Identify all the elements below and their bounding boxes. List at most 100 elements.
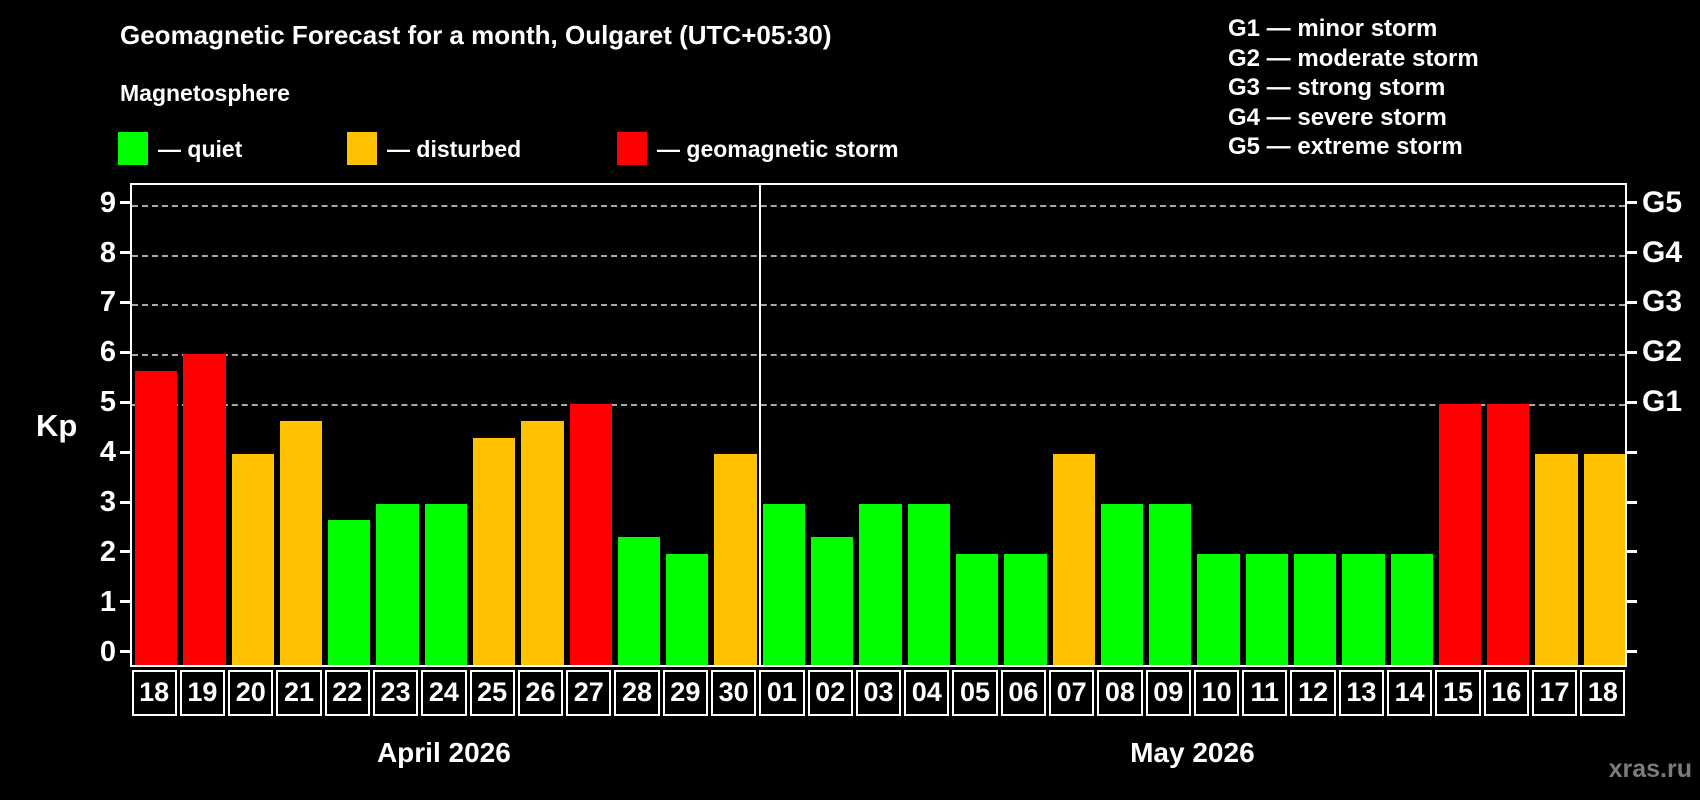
kp-bar-day-21 xyxy=(279,420,323,665)
day-label-27: 27 xyxy=(566,670,612,716)
right-tick-kp0 xyxy=(1627,650,1637,654)
kp-bar-day-12 xyxy=(1293,553,1337,665)
quiet-color-swatch xyxy=(118,132,148,165)
left-tick-kp6 xyxy=(120,350,130,354)
kp-bar-day-03 xyxy=(859,504,902,665)
left-tick-kp5 xyxy=(120,400,130,404)
kp-bar-day-20 xyxy=(231,454,274,665)
day-label-01: 01 xyxy=(759,670,805,716)
right-axis-label-g5: G5 xyxy=(1642,185,1683,219)
kp-bar-day-15 xyxy=(1438,404,1482,665)
gridline-kp6 xyxy=(132,354,1625,357)
left-tick-kp7 xyxy=(120,300,130,304)
day-label-25: 25 xyxy=(469,670,515,716)
day-label-16: 16 xyxy=(1483,670,1529,716)
day-label-05: 05 xyxy=(952,670,998,716)
y-axis-title: Kp xyxy=(36,408,78,443)
right-axis-label-g2: G2 xyxy=(1642,335,1683,369)
gridline-kp9 xyxy=(132,204,1625,207)
gridline-kp7 xyxy=(132,304,1625,307)
month-label-1: May 2026 xyxy=(1130,737,1255,768)
kp-bar-day-02 xyxy=(811,537,854,665)
right-axis-label-g3: G3 xyxy=(1642,285,1683,319)
gridline-kp5 xyxy=(132,404,1625,407)
kp-bar-day-05 xyxy=(955,553,999,665)
day-label-02: 02 xyxy=(807,670,853,716)
left-tick-kp9 xyxy=(120,201,130,205)
g-scale-legend-g3: G3 — strong storm xyxy=(1228,74,1446,101)
y-tick-label-3: 3 xyxy=(99,486,116,518)
day-label-08: 08 xyxy=(1097,670,1143,716)
kp-bar-day-19 xyxy=(183,354,226,665)
chart-subtitle: Magnetosphere xyxy=(120,80,290,106)
kp-bar-day-26 xyxy=(521,420,564,665)
g-scale-legend-g1: G1 — minor storm xyxy=(1228,15,1438,42)
day-label-17: 17 xyxy=(1531,670,1578,716)
day-label-06: 06 xyxy=(1000,670,1046,716)
day-label-09: 09 xyxy=(1145,670,1191,716)
month-divider xyxy=(758,185,761,665)
right-tick-kp9 xyxy=(1627,201,1637,205)
kp-bar-day-07 xyxy=(1052,454,1095,665)
g-scale-legend-g4: G4 — severe storm xyxy=(1228,103,1447,131)
day-label-18: 18 xyxy=(131,670,177,716)
day-label-24: 24 xyxy=(421,670,467,716)
right-tick-kp1 xyxy=(1627,600,1637,604)
day-label-07: 07 xyxy=(1049,670,1095,716)
y-tick-label-7: 7 xyxy=(99,286,116,319)
disturbed-color-swatch xyxy=(347,132,377,165)
day-label-11: 11 xyxy=(1242,670,1288,716)
gridline-kp8 xyxy=(132,254,1625,257)
kp-bar-day-28 xyxy=(617,537,661,665)
day-label-18: 18 xyxy=(1580,670,1626,716)
kp-bar-day-13 xyxy=(1342,553,1385,665)
kp-bar-day-04 xyxy=(907,504,950,665)
left-tick-kp4 xyxy=(120,450,130,454)
kp-bar-day-08 xyxy=(1100,504,1144,665)
day-label-23: 23 xyxy=(372,670,419,716)
right-tick-kp3 xyxy=(1627,500,1637,504)
chart-title: Geomagnetic Forecast for a month, Oulgar… xyxy=(120,20,832,50)
kp-bar-day-17 xyxy=(1535,454,1578,665)
kp-bar-day-11 xyxy=(1245,553,1288,665)
day-label-30: 30 xyxy=(710,670,757,716)
day-label-21: 21 xyxy=(276,670,322,716)
right-tick-kp2 xyxy=(1627,550,1637,554)
day-label-03: 03 xyxy=(855,670,902,716)
y-tick-label-0: 0 xyxy=(99,635,116,668)
y-tick-label-1: 1 xyxy=(99,585,116,618)
legend-label-storm: — geomagnetic storm xyxy=(657,136,899,162)
storm-color-swatch xyxy=(617,132,647,165)
g-scale-legend: G1 — minor storm G2 — moderate storm G3 … xyxy=(1228,14,1479,162)
day-label-22: 22 xyxy=(324,670,370,716)
y-tick-label-5: 5 xyxy=(99,386,116,419)
kp-bar-day-23 xyxy=(376,504,419,665)
day-label-20: 20 xyxy=(228,670,274,716)
day-label-19: 19 xyxy=(179,670,226,716)
day-label-15: 15 xyxy=(1435,670,1481,716)
watermark: xras.ru xyxy=(1608,755,1692,783)
left-tick-kp1 xyxy=(120,600,130,604)
y-tick-label-4: 4 xyxy=(99,436,116,469)
day-label-12: 12 xyxy=(1290,670,1336,716)
kp-bar-day-22 xyxy=(328,520,371,665)
legend-label-quiet: — quiet xyxy=(158,136,243,162)
y-tick-label-2: 2 xyxy=(99,535,116,568)
kp-bar-day-14 xyxy=(1390,553,1433,665)
g-scale-legend-g2: G2 — moderate storm xyxy=(1228,44,1479,72)
kp-bar-day-29 xyxy=(666,553,709,665)
kp-bar-day-06 xyxy=(1004,553,1047,665)
day-label-26: 26 xyxy=(517,670,564,716)
right-tick-kp4 xyxy=(1627,450,1637,454)
g-scale-legend-g5: G5 — extreme storm xyxy=(1228,133,1463,160)
day-label-14: 14 xyxy=(1387,670,1433,716)
y-tick-label-9: 9 xyxy=(99,186,116,219)
day-label-28: 28 xyxy=(614,670,660,716)
left-tick-kp0 xyxy=(120,650,130,654)
day-label-29: 29 xyxy=(662,670,708,716)
right-axis-label-g1: G1 xyxy=(1642,385,1683,419)
day-label-13: 13 xyxy=(1338,670,1385,716)
kp-bar-day-27 xyxy=(569,404,612,665)
legend-label-disturbed: — disturbed xyxy=(387,136,522,162)
